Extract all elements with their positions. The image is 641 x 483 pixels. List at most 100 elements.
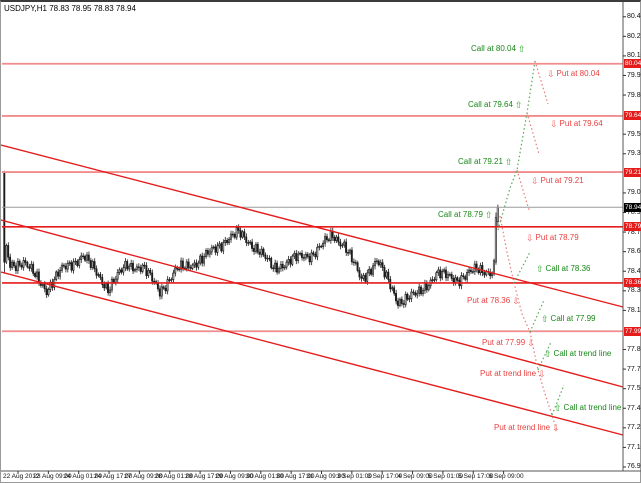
price-tick-79.95: 79.95 [627, 71, 641, 79]
time-label: 5 Sep 17:00 [458, 473, 494, 480]
price-tick-76.95: 76.95 [627, 463, 641, 471]
put-signal-label: Put at 78.36 ⇩ [467, 296, 520, 305]
down-arrow-icon: ⇩ [531, 175, 539, 186]
price-tick-80.25: 80.25 [627, 32, 641, 40]
put-signal-label: ⇩ Put at 80.04 [547, 69, 600, 78]
trend-line-1[interactable] [1, 144, 624, 308]
projection-call-branch [537, 341, 552, 371]
price-tick-79.80: 79.80 [627, 91, 641, 99]
price-tick-77.10: 77.10 [627, 443, 641, 451]
price-tick-80.40: 80.40 [627, 13, 641, 21]
signal-text: Put at 78.79 [535, 233, 579, 242]
down-arrow-icon: ⇩ [527, 337, 535, 348]
signal-text: Call at 78.36 [545, 264, 591, 273]
projection-down-path [499, 215, 558, 433]
time-label: 28 Aug 17:00 [185, 473, 224, 480]
up-arrow-icon: ⇧ [536, 263, 544, 274]
down-arrow-icon: ⇩ [547, 68, 555, 79]
trend-line-2[interactable] [1, 219, 624, 388]
signal-text: Put at 77.99 [482, 338, 526, 347]
up-arrow-icon: ⇧ [517, 43, 526, 54]
call-signal-label: Call at 79.21 ⇧ [458, 157, 512, 166]
put-signal-label: Put at trend line ⇩ [494, 423, 560, 432]
projection-put-branch [534, 60, 549, 105]
signal-text: Put at trend line [494, 423, 551, 432]
time-label: 5 Sep 01:00 [427, 473, 463, 480]
price-tick-78.45: 78.45 [627, 267, 641, 275]
down-arrow-icon: ⇩ [552, 422, 560, 433]
signal-text: Call at 79.21 [458, 157, 503, 166]
price-tick-79.05: 79.05 [627, 189, 641, 197]
up-arrow-icon: ⇧ [504, 156, 513, 167]
price-tick-78.30: 78.30 [627, 287, 641, 295]
projection-put-branch [526, 112, 540, 155]
down-arrow-icon: ⇩ [538, 368, 546, 379]
up-arrow-icon: ⇧ [544, 348, 552, 359]
up-arrow-icon: ⇧ [541, 313, 549, 324]
up-arrow-icon: ⇧ [484, 209, 493, 220]
down-arrow-icon: ⇩ [512, 295, 520, 306]
price-tick-78.60: 78.60 [627, 248, 641, 256]
projection-call-branch [513, 251, 531, 284]
price-tick-78.90: 78.90 [627, 209, 641, 216]
price-tick-80.10: 80.10 [627, 52, 641, 60]
put-signal-label: Put at trend line ⇩ [480, 369, 546, 378]
call-signal-label: ⇧ Call at 78.36 [536, 264, 590, 273]
time-label: 31 Aug 09:00 [306, 473, 345, 480]
time-label: 22 Aug 2012 [3, 473, 40, 480]
price-level-badge-78.79: 78.79 [624, 222, 641, 232]
price-level-badge-79.64: 79.64 [624, 111, 641, 121]
signal-text: Put at trend line [480, 369, 537, 378]
time-label: 3 Sep 01:00 [336, 473, 372, 480]
signal-text: Call at 78.79 [438, 210, 483, 219]
time-label: 30 Aug 17:00 [276, 473, 315, 480]
up-arrow-icon: ⇧ [554, 402, 562, 413]
time-label: 6 Sep 09:00 [488, 473, 524, 480]
time-label: 23 Aug 09:00 [33, 473, 72, 480]
down-arrow-icon: ⇩ [550, 118, 558, 129]
time-label: 24 Aug 17:00 [94, 473, 133, 480]
price-tick-78.75: 78.75 [627, 228, 641, 236]
projection-put-branch [516, 169, 530, 211]
price-level-badge-80.04: 80.04 [624, 59, 641, 69]
ohlc-title: USDJPY,H1 78.83 78.95 78.83 78.94 [4, 4, 136, 13]
put-signal-label: ⇩ Put at 79.21 [531, 176, 584, 185]
price-tick-78.15: 78.15 [627, 306, 641, 314]
signal-text: Put at 78.36 [467, 296, 511, 305]
call-signal-label: ⇧ Call at trend line [554, 403, 621, 412]
projection-call-branch [551, 384, 565, 416]
price-tick-79.50: 79.50 [627, 130, 641, 138]
time-label: 28 Aug 01:00 [154, 473, 194, 480]
signal-text: Put at 79.21 [540, 176, 584, 185]
price-tick-77.25: 77.25 [627, 424, 641, 432]
time-label: 30 Aug 01:00 [245, 473, 285, 480]
call-signal-label: Call at 80.04 ⇧ [471, 44, 525, 53]
price-tick-77.85: 77.85 [627, 346, 641, 354]
signal-text: Call at 80.04 [471, 44, 516, 53]
time-label: 24 Aug 01:00 [63, 473, 103, 480]
down-arrow-icon: ⇩ [526, 232, 534, 243]
put-signal-label: Put at 77.99 ⇩ [482, 338, 535, 347]
time-label: 29 Aug 09:00 [215, 473, 254, 480]
price-level-badge-77.99: 77.99 [624, 326, 641, 336]
call-signal-label: Call at 79.64 ⇧ [468, 100, 522, 109]
signal-text: Call at 79.64 [468, 100, 513, 109]
signal-text: Put at 80.04 [556, 69, 600, 78]
price-tick-77.40: 77.40 [627, 404, 641, 412]
trend-line-3[interactable] [1, 271, 624, 436]
signal-text: Call at trend line [553, 349, 612, 358]
projection-up-path [497, 60, 536, 231]
price-tick-77.70: 77.70 [627, 365, 641, 373]
time-label: 27 Aug 09:00 [124, 473, 163, 480]
price-level-badge-79.21: 79.21 [624, 167, 641, 177]
price-tick-77.55: 77.55 [627, 385, 641, 393]
current-price-badge: 78.94 [624, 202, 641, 212]
candlesticks [3, 170, 499, 309]
call-signal-label: ⇧ Call at 77.99 [541, 314, 595, 323]
price-tick-79.35: 79.35 [627, 150, 641, 158]
put-signal-label: ⇩ Put at 78.79 [526, 233, 579, 242]
signal-text: Put at 79.64 [559, 119, 603, 128]
price-level-badge-78.36: 78.36 [624, 278, 641, 288]
